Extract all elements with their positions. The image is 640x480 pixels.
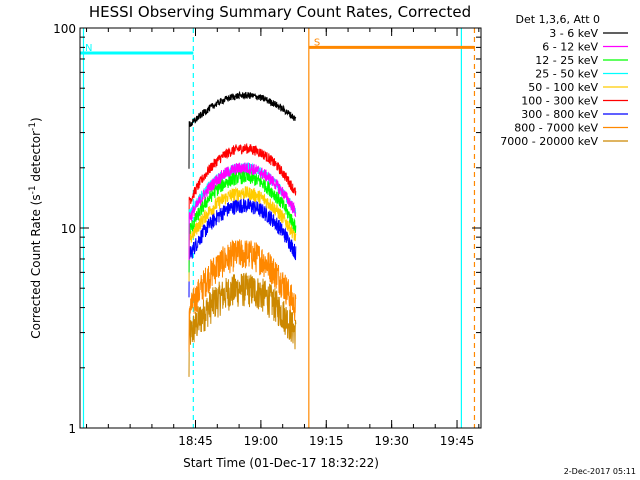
y-axis-ticks: 1 10 100 <box>53 22 481 436</box>
x-tick-label: 18:45 <box>178 434 213 448</box>
y-axis-label-part: detector <box>29 131 43 186</box>
legend-label: 300 - 800 keV <box>521 108 598 121</box>
legend-label: 12 - 25 keV <box>535 54 598 67</box>
series-line <box>188 170 297 273</box>
legend-label: 3 - 6 keV <box>549 27 598 40</box>
legend-label: 7000 - 20000 keV <box>500 135 598 148</box>
series-line <box>188 198 297 298</box>
series-line <box>188 162 297 261</box>
legend-label: 800 - 7000 keV <box>514 122 598 135</box>
series-line <box>188 272 297 377</box>
x-tick-label: 19:45 <box>440 434 475 448</box>
series-line <box>188 186 297 282</box>
series-line <box>188 90 297 169</box>
y-axis-label: Corrected Count Rate (s-1 detector-1) <box>28 117 43 338</box>
footer-timestamp: 2-Dec-2017 05:11 <box>564 467 636 476</box>
y-tick-label: 100 <box>53 22 76 36</box>
series-line <box>188 239 297 353</box>
x-tick-label: 19:00 <box>244 434 279 448</box>
y-axis-label-sup: -1 <box>28 185 38 194</box>
chart-title: HESSI Observing Summary Count Rates, Cor… <box>89 3 471 21</box>
flag-label: S <box>314 37 320 48</box>
x-tick-label: 19:15 <box>309 434 344 448</box>
legend-label: 6 - 12 keV <box>542 41 598 54</box>
y-tick-label: 1 <box>68 422 76 436</box>
y-axis-label-part: ) <box>29 117 43 122</box>
series-line <box>188 143 297 244</box>
legend-title: Det 1,3,6, Att 0 <box>516 13 600 26</box>
legend-label: 50 - 100 keV <box>528 81 598 94</box>
plot-area: NS <box>80 28 476 428</box>
x-axis-label: Start Time (01-Dec-17 18:32:22) <box>183 456 379 470</box>
x-axis-ticks: 18:45 19:00 19:15 19:30 19:45 <box>86 28 480 448</box>
x-tick-label: 19:30 <box>374 434 409 448</box>
y-axis-label-part: Corrected Count Rate (s <box>29 194 43 338</box>
legend-label: 25 - 50 keV <box>535 68 598 81</box>
flag-label: N <box>85 43 92 54</box>
legend-label: 100 - 300 keV <box>521 95 598 108</box>
y-tick-label: 10 <box>61 222 76 236</box>
y-axis-label-sup: -1 <box>28 122 38 131</box>
